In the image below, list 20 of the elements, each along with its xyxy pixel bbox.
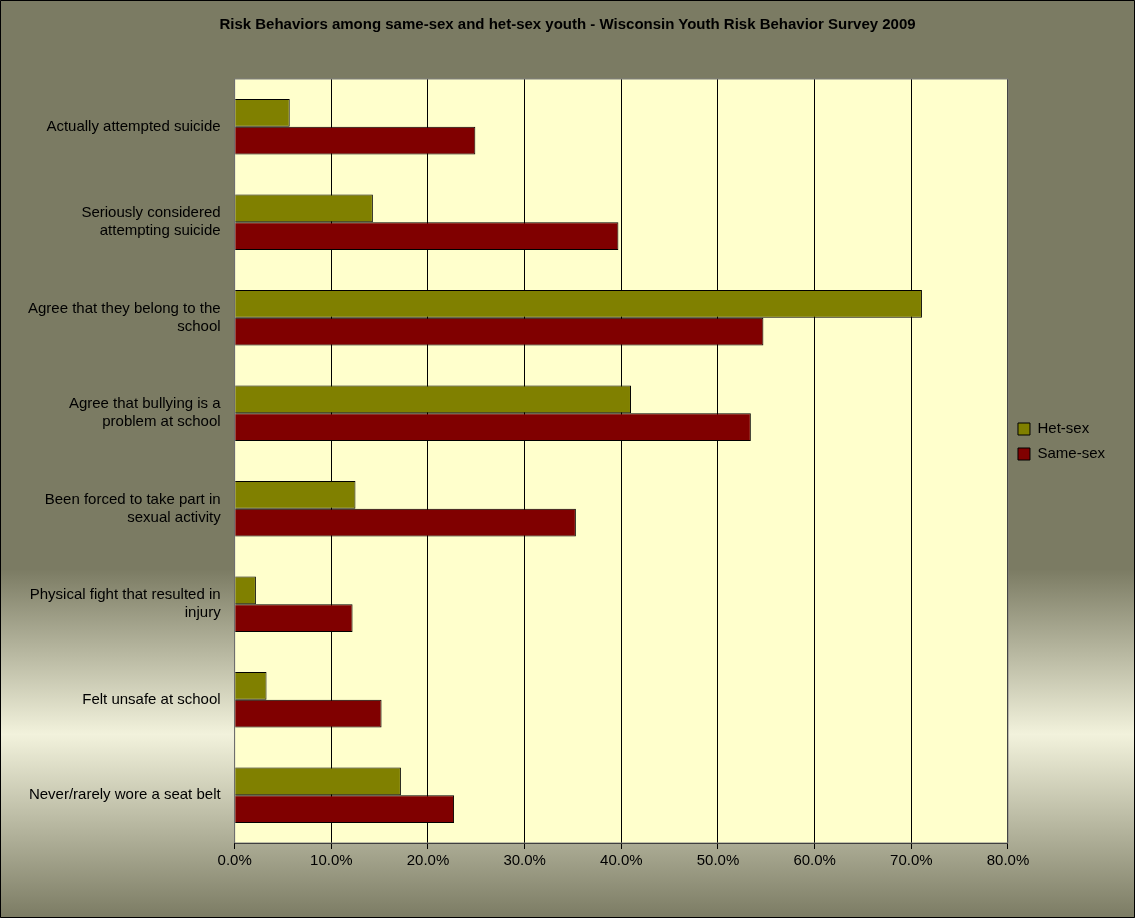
chart-title: Risk Behaviors among same-sex and het-sex youth - Wisconsin Youth Risk Behavior Survey 2009 (219, 15, 916, 33)
x-tick-label: 20.0% (406, 851, 450, 869)
y-tick-label: Been forced to take part in sexual activity (44, 489, 222, 525)
y-tick-label: Actually attempted suicide (46, 116, 221, 134)
x-tick-label: 70.0% (890, 851, 933, 869)
y-tick-label: Felt unsafe at school (82, 689, 221, 707)
x-tick-label: 30.0% (503, 851, 546, 869)
y-tick-label: Agree that they belong to the school (27, 298, 221, 334)
x-tick-label: 80.0% (986, 851, 1030, 869)
y-tick-label: Seriously considered attempting suicide (81, 203, 221, 239)
x-tick-label: 10.0% (310, 851, 353, 869)
x-tick-label: 40.0% (600, 851, 643, 869)
y-tick-label: Agree that bullying is a problem at school (68, 394, 222, 430)
legend-label: Het-sex (1037, 419, 1090, 437)
x-tick-label: 60.0% (793, 851, 836, 869)
legend-label: Same-sex (1037, 444, 1106, 462)
x-tick-label: 0.0% (217, 851, 252, 869)
x-tick-label: 50.0% (696, 851, 740, 869)
y-tick-label: Physical fight that resulted in injury (29, 585, 222, 621)
y-tick-label: Never/rarely wore a seat belt (28, 785, 222, 803)
